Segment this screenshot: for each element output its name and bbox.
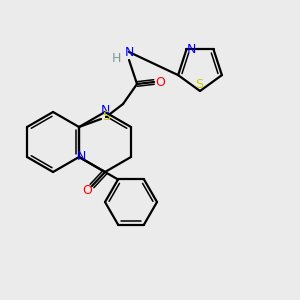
Text: N: N [187, 43, 196, 56]
Text: S: S [102, 110, 110, 124]
Text: N: N [124, 46, 134, 59]
Text: O: O [82, 184, 92, 196]
Text: N: N [76, 151, 86, 164]
Text: S: S [195, 79, 203, 92]
Text: N: N [100, 104, 110, 118]
Text: H: H [111, 52, 121, 64]
Text: O: O [155, 76, 165, 88]
